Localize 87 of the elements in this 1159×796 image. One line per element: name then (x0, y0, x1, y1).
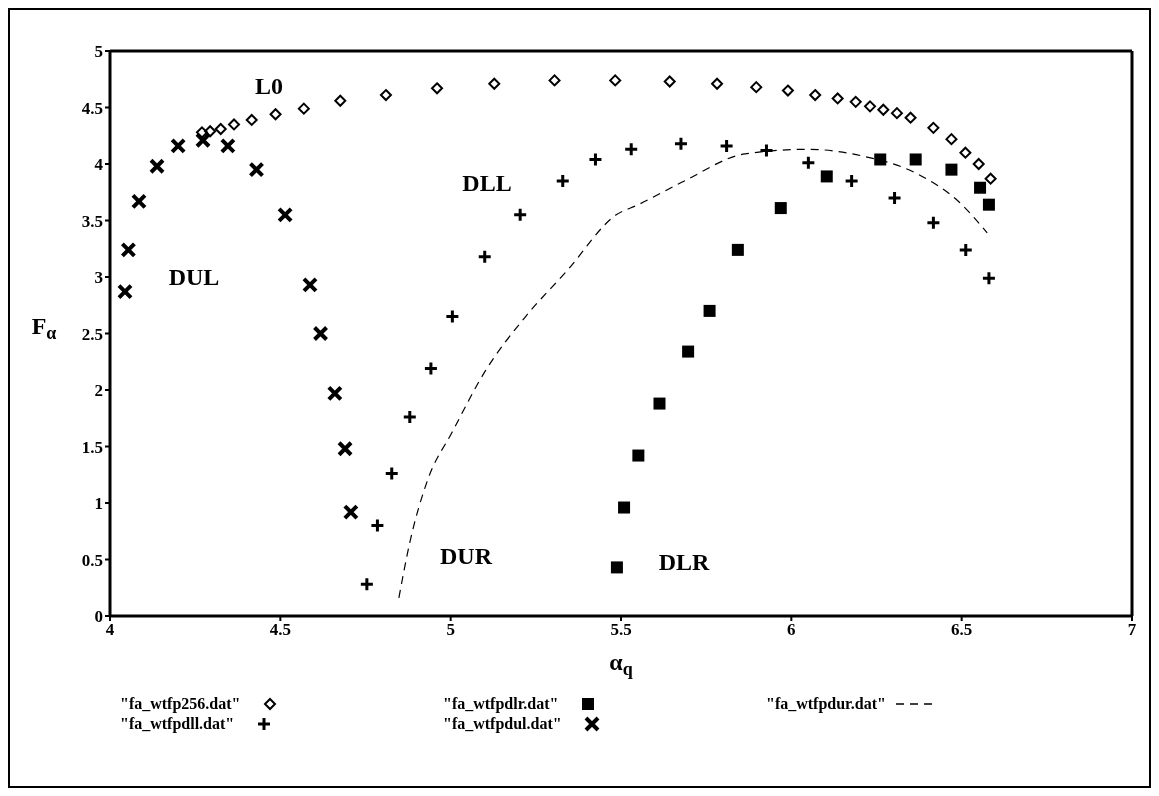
point (312, 325, 329, 342)
x-tick-label: 4.5 (269, 620, 291, 640)
point (974, 181, 987, 194)
point (864, 100, 877, 113)
point (874, 153, 887, 166)
point (663, 75, 676, 88)
legend-label: "fa_wtfpdll.dat" (120, 715, 235, 733)
x-axis-title: α$_{q}$ (609, 649, 633, 679)
y-tick-label: 3.5 (81, 211, 103, 231)
point (170, 137, 187, 154)
point (431, 82, 444, 95)
point (682, 345, 695, 358)
point (488, 77, 501, 90)
point (610, 561, 623, 574)
y-tick-label: 1 (94, 494, 103, 514)
point (653, 397, 666, 410)
x-tick-label: 6.5 (951, 620, 973, 640)
annotation: DUR (439, 542, 494, 570)
x-tick-label: 5 (446, 620, 455, 640)
point (711, 77, 724, 90)
point (774, 202, 787, 215)
point (618, 501, 631, 514)
point (945, 133, 958, 146)
point (297, 102, 310, 115)
y-tick-label: 4 (94, 155, 104, 175)
point (959, 146, 972, 159)
point (248, 161, 265, 178)
point (195, 132, 211, 149)
y-tick-label: 3 (94, 268, 103, 288)
x-tick-label: 5.5 (610, 620, 632, 640)
point (849, 95, 862, 108)
point (228, 118, 240, 131)
y-tick-label: 2 (94, 381, 103, 401)
point (927, 121, 940, 134)
point (149, 158, 166, 175)
point (609, 74, 622, 87)
point (116, 283, 133, 300)
point (120, 241, 137, 258)
y-axis-title: F$_{α}$ (31, 312, 57, 342)
point (909, 153, 922, 166)
y-tick-label: 5 (94, 42, 103, 62)
point (731, 243, 744, 256)
legend-label: "fa_wtfp256.dat" (120, 695, 241, 713)
x-tick-label: 7 (1127, 620, 1137, 640)
annotation: DLR (657, 548, 711, 576)
point (195, 126, 208, 139)
y-tick-label: 1.5 (81, 437, 103, 457)
annotation: DLL (461, 169, 513, 197)
point (984, 172, 997, 185)
point (337, 440, 354, 457)
point (334, 94, 347, 107)
point (890, 107, 903, 120)
point (548, 74, 561, 87)
point (301, 276, 318, 293)
point (326, 385, 343, 402)
point (982, 198, 995, 211)
legend-label: "fa_wtfpdlr.dat" (443, 695, 559, 713)
legend-label: "fa_wtfpdur.dat" (766, 695, 886, 713)
point (219, 137, 236, 154)
point (809, 89, 822, 102)
point (632, 449, 645, 462)
line-series (398, 148, 988, 599)
point (277, 206, 294, 223)
point (379, 89, 392, 102)
point (877, 103, 890, 116)
point (904, 111, 917, 124)
point (820, 170, 833, 183)
y-tick-label: 0 (94, 607, 103, 627)
y-tick-label: 4.5 (81, 98, 103, 118)
annotation: DUL (167, 263, 221, 291)
point (214, 122, 227, 135)
point (831, 92, 844, 105)
annotation: L0 (254, 72, 284, 100)
point (130, 193, 147, 210)
point (269, 108, 282, 121)
point (945, 163, 958, 176)
point (342, 504, 359, 521)
point (972, 158, 985, 170)
point (781, 84, 794, 97)
y-tick-label: 0.5 (81, 550, 103, 570)
legend-label: "fa_wtfpdul.dat" (443, 715, 562, 733)
x-tick-label: 6 (787, 620, 796, 640)
point (703, 304, 716, 317)
point (204, 125, 217, 138)
point (750, 81, 763, 94)
y-tick-label: 2.5 (81, 324, 103, 344)
point (245, 113, 258, 126)
